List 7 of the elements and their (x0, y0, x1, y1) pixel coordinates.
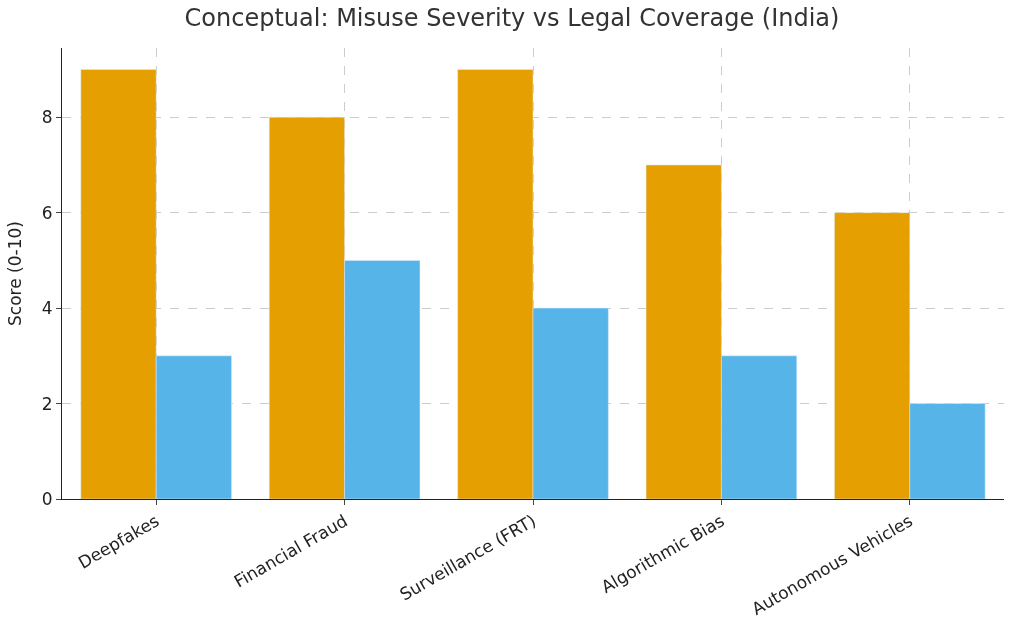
y-tick-label: 0 (41, 488, 53, 509)
y-tick-label: 6 (41, 202, 53, 223)
y-tick-label: 4 (41, 298, 53, 319)
y-tick-label: 2 (41, 393, 53, 414)
chart-title: Conceptual: Misuse Severity vs Legal Coverage (India) (184, 4, 840, 33)
y-axis-title: Score (0-10) (5, 221, 26, 326)
y-tick-label: 8 (41, 107, 53, 128)
